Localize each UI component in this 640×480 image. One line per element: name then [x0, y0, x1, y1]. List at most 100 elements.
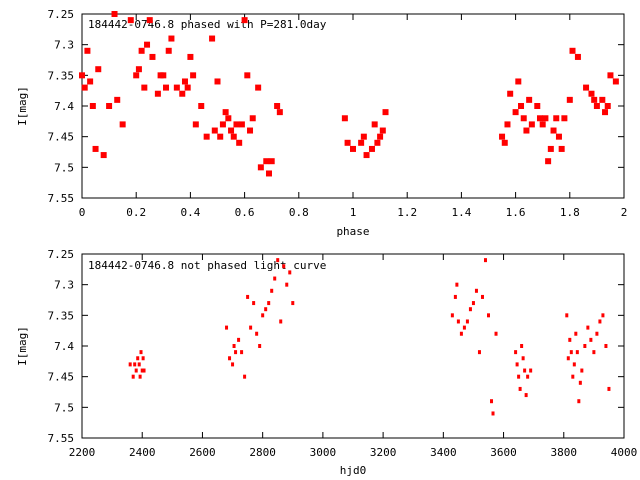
data-point: [523, 127, 530, 134]
data-point: [569, 47, 576, 54]
data-point: [604, 344, 608, 348]
data-point: [249, 325, 253, 330]
data-point: [265, 170, 272, 177]
data-point: [453, 294, 457, 299]
y-tick-label: 7.55: [48, 192, 75, 205]
data-point: [518, 103, 525, 109]
data-point: [228, 127, 235, 134]
data-points: [128, 258, 611, 416]
data-point: [341, 115, 348, 122]
data-point: [515, 78, 522, 85]
y-tick-label: 7.25: [48, 8, 75, 21]
data-point: [358, 139, 365, 146]
data-point: [276, 109, 283, 116]
data-point: [583, 344, 587, 348]
data-point: [565, 313, 569, 318]
data-point: [89, 103, 96, 109]
data-point: [198, 103, 205, 109]
data-point: [187, 53, 194, 60]
x-tick-label: 0.8: [289, 206, 309, 219]
x-tick-label: 3600: [490, 446, 517, 459]
chart-title: 184442-0746.8 not phased light curve: [88, 259, 326, 272]
data-point: [234, 350, 238, 355]
data-point: [146, 17, 153, 24]
data-point: [179, 90, 186, 97]
data-point: [285, 282, 289, 287]
plot-frame: [81, 13, 625, 199]
data-point: [569, 350, 573, 355]
data-point: [499, 133, 506, 140]
data-point: [274, 103, 281, 109]
data-point: [114, 96, 121, 103]
data-point: [133, 362, 137, 367]
data-point: [236, 139, 243, 146]
data-point: [233, 121, 240, 128]
y-axis-label: I[mag]: [16, 326, 29, 366]
data-point: [154, 90, 161, 97]
data-point: [450, 313, 454, 318]
data-point: [529, 368, 533, 373]
x-axis-label: hjd0: [340, 464, 367, 477]
data-point: [480, 294, 484, 299]
data-point: [279, 319, 283, 324]
data-point: [382, 109, 389, 116]
x-tick-label: 2400: [129, 446, 156, 459]
data-point: [368, 145, 375, 152]
data-point: [518, 386, 522, 391]
data-point: [471, 301, 475, 306]
x-axis-label: phase: [336, 225, 369, 238]
data-point: [374, 139, 381, 146]
x-tick-label: 4000: [611, 446, 638, 459]
data-point: [184, 84, 191, 91]
data-point: [214, 78, 221, 85]
data-point: [144, 41, 151, 48]
y-tick-label: 7.3: [54, 39, 74, 52]
y-tick-label: 7.35: [48, 69, 75, 82]
data-point: [142, 368, 146, 373]
data-point: [131, 374, 135, 379]
data-point: [134, 368, 138, 373]
data-point: [141, 356, 145, 361]
data-point: [601, 313, 605, 318]
data-point: [371, 121, 378, 128]
data-point: [553, 115, 560, 122]
data-point: [288, 270, 292, 275]
data-point: [119, 121, 126, 128]
data-point: [225, 325, 229, 330]
y-tick-label: 7.35: [48, 309, 75, 322]
data-point: [468, 307, 472, 312]
data-point: [589, 337, 593, 342]
data-point: [261, 313, 265, 318]
data-point: [591, 96, 598, 103]
data-point: [237, 337, 241, 342]
data-point: [465, 319, 469, 324]
data-point: [491, 411, 495, 416]
x-tick-label: 3000: [310, 446, 337, 459]
data-point: [257, 164, 264, 171]
data-point: [574, 53, 581, 60]
x-tick-label: 0: [79, 206, 86, 219]
plot-frame: [81, 253, 625, 439]
data-point: [602, 109, 609, 116]
data-point: [586, 325, 590, 330]
data-point: [81, 84, 88, 91]
y-tick-label: 7.45: [48, 371, 75, 384]
data-point: [575, 350, 579, 355]
y-tick-label: 7.3: [54, 279, 74, 292]
data-point: [612, 78, 619, 85]
x-tick-label: 3400: [430, 446, 457, 459]
data-point: [111, 11, 118, 17]
data-point: [190, 72, 197, 79]
data-point: [588, 90, 595, 97]
data-point: [163, 84, 170, 91]
data-point: [490, 399, 494, 404]
data-point: [243, 374, 247, 379]
data-point: [137, 362, 141, 367]
data-point: [360, 133, 367, 140]
data-point: [282, 264, 286, 269]
data-point: [173, 84, 180, 91]
data-point: [211, 127, 218, 134]
data-point: [95, 66, 102, 73]
data-point: [128, 362, 132, 367]
data-point: [578, 380, 582, 385]
